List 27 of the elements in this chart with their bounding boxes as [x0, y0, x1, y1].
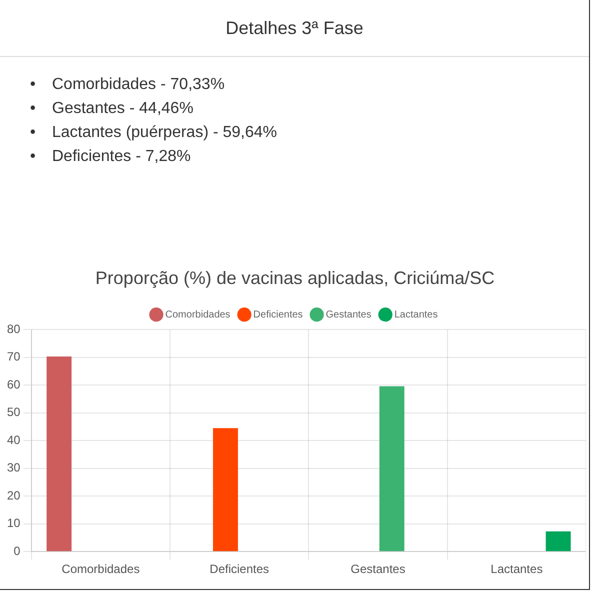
y-tick-label: 0	[14, 544, 21, 558]
y-tick-label: 80	[6, 322, 21, 336]
y-tick-label: 40	[6, 432, 21, 447]
legend-label: Lactantes	[394, 309, 438, 320]
x-tick-label: Lactantes	[490, 562, 543, 576]
text: Comorbidades - 70,33%	[52, 76, 225, 93]
x-tick-label: Deficientes	[210, 562, 270, 576]
text: Detalhes 3ª Fase	[0, 0, 589, 57]
y-tick-label: 20	[6, 488, 21, 502]
y-tick-label: 70	[6, 350, 21, 364]
y-tick-label: 30	[6, 460, 21, 475]
text: •	[30, 147, 37, 167]
y-tick-label: 60	[6, 377, 21, 392]
y-tick-label: 10	[6, 516, 21, 530]
legend-label: Gestantes	[326, 309, 372, 320]
x-tick-label: Comorbidades	[62, 562, 140, 576]
y-tick-label: 50	[6, 405, 21, 420]
legend-label: Comorbidades	[165, 309, 230, 320]
text: •	[30, 123, 37, 143]
chart-title: Proporção (%) de vacinas aplicadas, Criciúma/SC	[95, 268, 495, 288]
text: Lactantes (puérperas) - 59,64%	[52, 124, 278, 141]
text: •	[30, 75, 37, 95]
x-tick-label: Gestantes	[350, 562, 406, 576]
text: Deficientes - 7,28%	[52, 148, 191, 165]
text: •	[30, 99, 37, 119]
legend-label: Deficientes	[253, 309, 303, 320]
text: Gestantes - 44,46%	[52, 100, 194, 117]
